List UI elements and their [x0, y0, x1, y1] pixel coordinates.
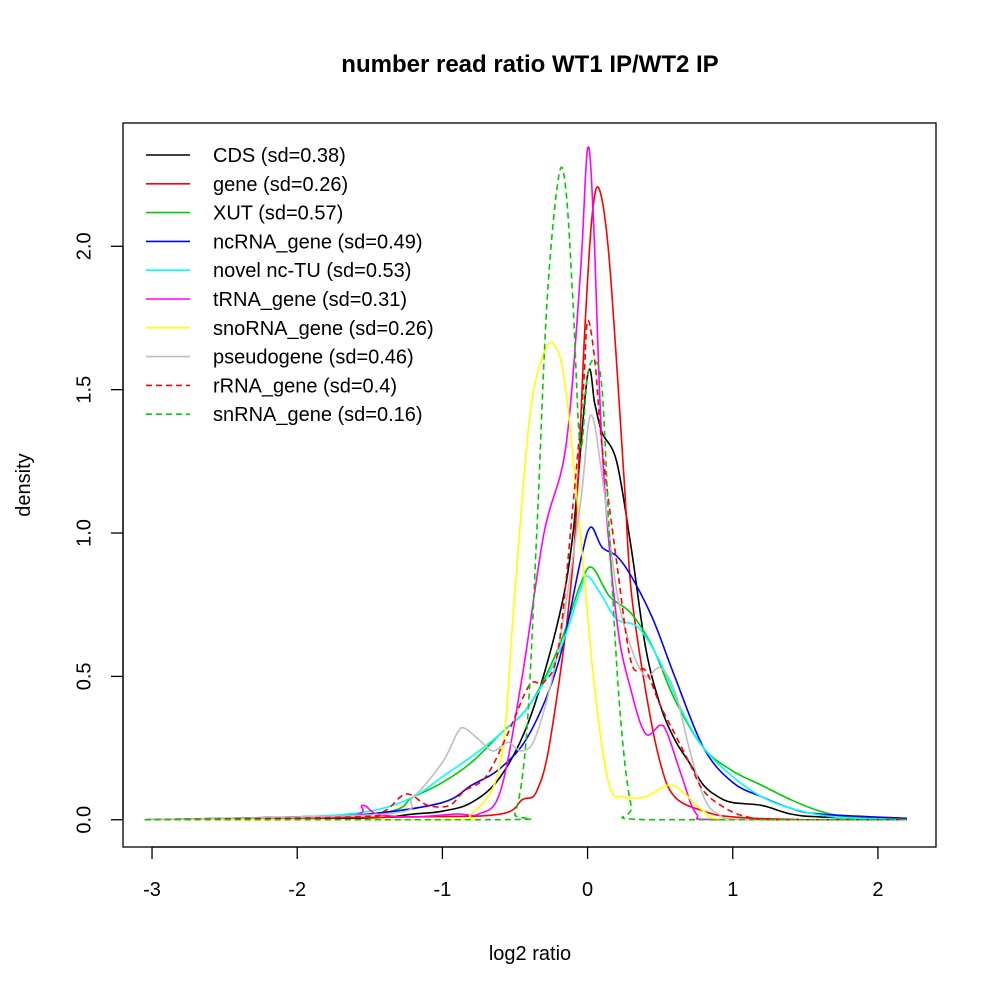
legend-label: tRNA_gene (sd=0.31) [213, 289, 407, 311]
chart-title: number read ratio WT1 IP/WT2 IP [341, 51, 718, 78]
series-line-2 [144, 566, 908, 821]
axes-layer: -3 -2 -1 0 1 2 0.0 0.5 1.0 1.5 2.0 [73, 232, 883, 901]
y-tick-label: 1.5 [73, 376, 95, 404]
legend-label: ncRNA_gene (sd=0.49) [213, 231, 423, 253]
x-tick-label: 1 [727, 879, 738, 901]
legend-label: snoRNA_gene (sd=0.26) [213, 318, 434, 340]
series-line-3 [144, 526, 908, 821]
series-line-8 [144, 319, 907, 821]
series-line-7 [144, 414, 907, 821]
legend: CDS (sd=0.38) gene (sd=0.26) XUT (sd=0.57)… [146, 145, 434, 426]
series-line-4 [144, 575, 907, 821]
x-tick-label: -3 [143, 879, 161, 901]
y-tick-label: 1.0 [73, 519, 95, 547]
y-tick-label: 0.5 [73, 662, 95, 690]
legend-label: XUT (sd=0.57) [213, 203, 343, 225]
legend-label: pseudogene (sd=0.46) [213, 347, 414, 369]
y-tick-label: 2.0 [73, 232, 95, 260]
x-tick-label: -2 [288, 879, 306, 901]
x-axis-label: log2 ratio [489, 943, 571, 965]
x-tick-label: -1 [433, 879, 451, 901]
series-line-6 [144, 341, 907, 821]
series-line-9 [144, 166, 907, 821]
series-line-1 [144, 186, 907, 821]
series-layer [144, 146, 908, 821]
series-line-5 [144, 146, 907, 821]
legend-label: CDS (sd=0.38) [213, 145, 346, 167]
legend-label: rRNA_gene (sd=0.4) [213, 375, 397, 397]
legend-label: snRNA_gene (sd=0.16) [213, 404, 423, 426]
series-line-0 [144, 368, 907, 821]
legend-label: gene (sd=0.26) [213, 174, 348, 196]
x-tick-label: 0 [582, 879, 593, 901]
legend-label: novel nc-TU (sd=0.53) [213, 260, 411, 282]
x-tick-label: 2 [872, 879, 883, 901]
y-axis-label: density [13, 453, 35, 516]
y-tick-label: 0.0 [73, 806, 95, 834]
